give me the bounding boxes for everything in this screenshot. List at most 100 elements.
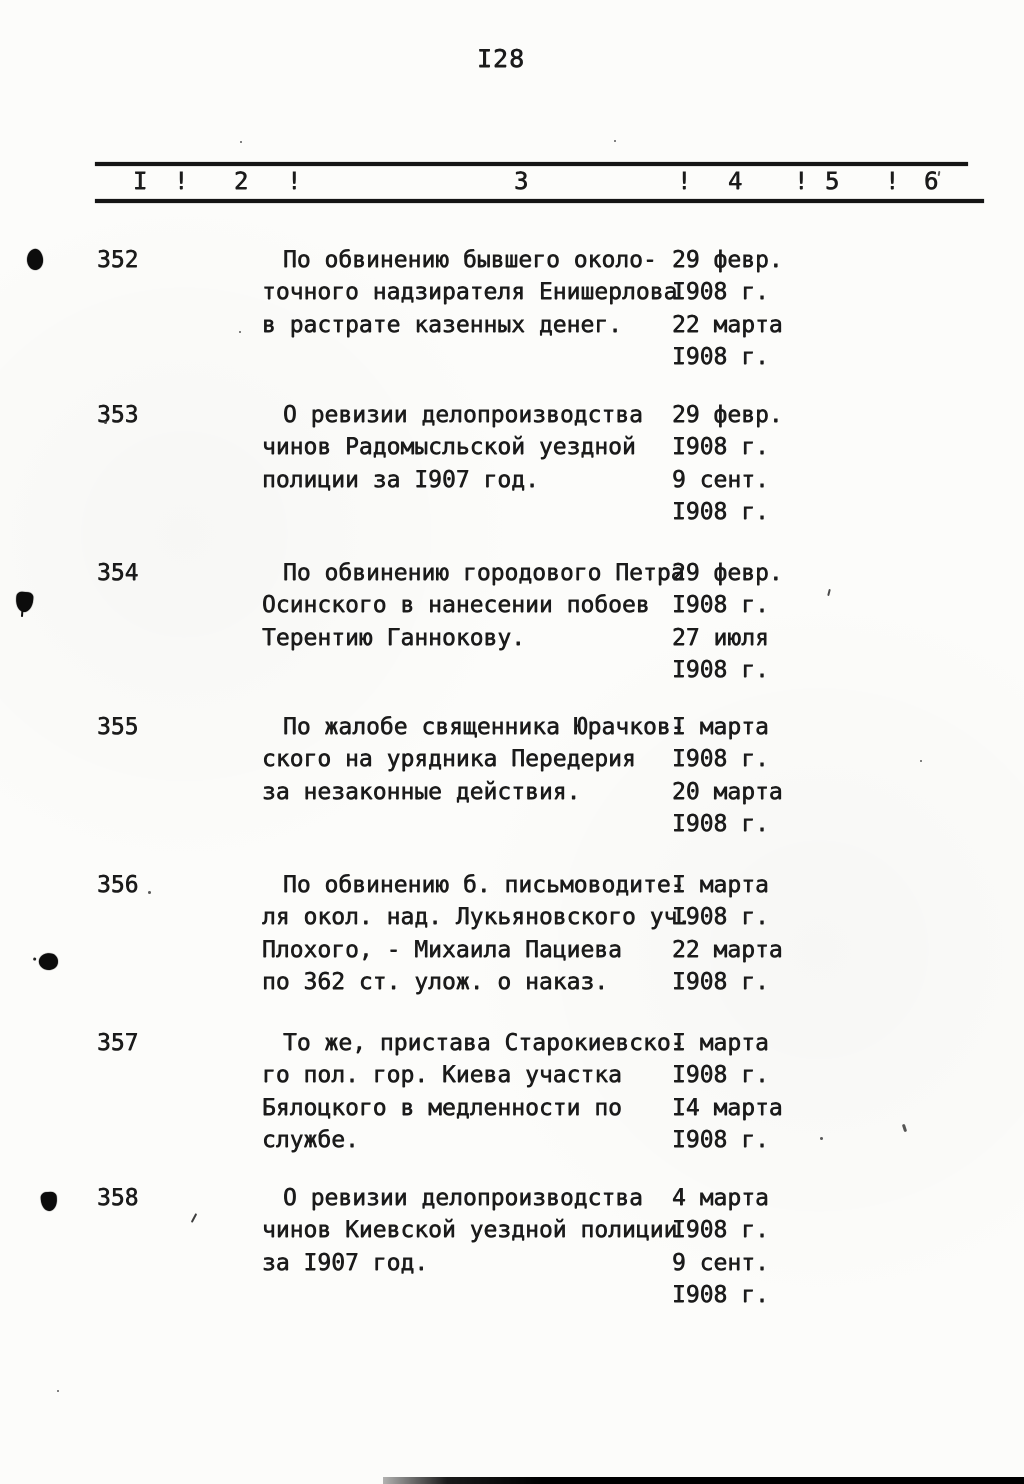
date-line: I908 г. bbox=[672, 1217, 769, 1244]
description-line: службе. bbox=[262, 1127, 359, 1154]
column-header-5: 5 bbox=[825, 167, 840, 195]
entry-number: 358 bbox=[97, 1185, 139, 1211]
description-line: Осинского в нанесении побоев bbox=[262, 592, 650, 619]
ink-blot bbox=[25, 247, 45, 272]
entry-number: 355 bbox=[97, 714, 139, 740]
scan-speck bbox=[190, 1213, 198, 1223]
description-line: То же, пристава Старокиевско- bbox=[283, 1030, 685, 1056]
column-header-2: 2 bbox=[234, 167, 249, 195]
date-line: I908 г. bbox=[672, 811, 769, 838]
description-line: По жалобе священника Юрачков- bbox=[283, 714, 685, 740]
scan-speck bbox=[820, 1137, 823, 1140]
description-line: чинов Радомысльской уездной bbox=[262, 434, 636, 461]
date-line: I908 г. bbox=[672, 1062, 769, 1089]
description-line: по 362 ст. улож. о наказ. bbox=[262, 969, 609, 996]
date-line: 9 сент. bbox=[672, 466, 769, 493]
date-line: I марта bbox=[672, 1030, 769, 1056]
column-separator: ! bbox=[677, 167, 692, 195]
entry-description: По обвинению б. письмоводите-ля окол. на… bbox=[262, 869, 691, 999]
scan-speck bbox=[104, 421, 107, 424]
column-separator: ! bbox=[794, 167, 809, 195]
date-line: I марта bbox=[672, 714, 769, 740]
scan-speck bbox=[614, 140, 616, 142]
entry-dates: 29 февр. I908 г. 22 марта I908 г. bbox=[672, 244, 783, 374]
date-line: 29 февр. bbox=[672, 247, 783, 273]
scan-speck bbox=[148, 891, 151, 894]
date-line: 9 сент. bbox=[672, 1249, 769, 1276]
entry-dates: 29 февр. I908 г. 27 июля I908 г. bbox=[672, 557, 783, 687]
date-line: 22 марта bbox=[672, 936, 783, 963]
entry-dates: 29 февр. I908 г. 9 сент. I908 г. bbox=[672, 399, 783, 529]
scan-speck bbox=[827, 588, 831, 597]
description-line: Бялоцкого в медленности по bbox=[262, 1094, 623, 1121]
date-line: 4 марта bbox=[672, 1185, 769, 1211]
entry-dates: I марта I908 г. 22 марта I908 г. bbox=[672, 869, 783, 999]
column-header-4: 4 bbox=[728, 167, 743, 195]
ink-blot bbox=[40, 1191, 58, 1212]
date-line: 29 февр. bbox=[672, 560, 783, 586]
description-line: Терентию Ганнокову. bbox=[262, 624, 526, 651]
column-header-I: I bbox=[133, 167, 148, 195]
date-line: I908 г. bbox=[672, 969, 769, 996]
date-line: I908 г. bbox=[672, 746, 769, 773]
column-header-6: 6 bbox=[924, 167, 939, 195]
description-line: Плохого, - Михаила Пациева bbox=[262, 936, 623, 963]
scan-speck bbox=[937, 170, 941, 177]
description-line: за I907 год. bbox=[262, 1249, 429, 1276]
ink-blot bbox=[37, 950, 60, 973]
description-line: го пол. гор. Киева участка bbox=[262, 1062, 623, 1089]
entry-description: По жалобе священника Юрачков-ского на ур… bbox=[262, 711, 685, 808]
description-line: По обвинению бывшего около- bbox=[283, 247, 657, 273]
entry-dates: 4 марта I908 г. 9 сент. I908 г. bbox=[672, 1182, 769, 1312]
description-line: По обвинению б. письмоводите- bbox=[283, 872, 685, 898]
date-line: 29 февр. bbox=[672, 402, 783, 428]
date-line: I908 г. bbox=[672, 499, 769, 526]
date-line: I4 марта bbox=[672, 1094, 783, 1121]
date-line: I908 г. bbox=[672, 1282, 769, 1309]
description-line: По обвинению городового Петра bbox=[283, 560, 685, 586]
description-line: полиции за I907 год. bbox=[262, 466, 539, 493]
entry-number: 353 bbox=[97, 402, 139, 428]
description-line: чинов Киевской уездной полиции bbox=[262, 1217, 678, 1244]
description-line: точного надзирателя Енишерлова bbox=[262, 279, 678, 306]
date-line: I908 г. bbox=[672, 1127, 769, 1154]
description-line: ля окол. над. Лукьяновского уч. bbox=[262, 904, 692, 931]
description-line: ского на урядника Передерия bbox=[262, 746, 636, 773]
date-line: 20 марта bbox=[672, 778, 783, 805]
date-line: I908 г. bbox=[672, 657, 769, 684]
entry-description: По обвинению бывшего около-точного надзи… bbox=[262, 244, 677, 341]
entry-dates: I марта I908 г. I4 марта I908 г. bbox=[672, 1027, 783, 1157]
column-separator: ! bbox=[885, 167, 900, 195]
column-header-3: 3 bbox=[514, 167, 529, 195]
description-line: О ревизии делопроизводства bbox=[283, 1185, 644, 1211]
column-separator: ! bbox=[287, 167, 302, 195]
scan-speck bbox=[901, 1123, 908, 1133]
description-line: за незаконные действия. bbox=[262, 778, 581, 805]
entry-description: О ревизии делопроизводства чинов Радомысл… bbox=[262, 399, 643, 496]
entry-number: 354 bbox=[97, 560, 139, 586]
ink-blot bbox=[15, 591, 34, 613]
date-line: I908 г. bbox=[672, 904, 769, 931]
description-line: О ревизии делопроизводства bbox=[283, 402, 644, 428]
entry-number: 356 bbox=[97, 872, 139, 898]
scan-edge-artifact bbox=[383, 1477, 1024, 1484]
entry-number: 357 bbox=[97, 1030, 139, 1056]
entry-description: То же, пристава Старокиевско-го пол. гор… bbox=[262, 1027, 685, 1157]
date-line: I марта bbox=[672, 872, 769, 898]
scan-speck bbox=[239, 331, 241, 333]
entry-description: О ревизии делопроизводства чинов Киевской… bbox=[262, 1182, 677, 1279]
scan-speck bbox=[240, 141, 242, 143]
column-separator: ! bbox=[174, 167, 189, 195]
table-header-bottom-rule bbox=[95, 199, 984, 203]
date-line: I908 г. bbox=[672, 592, 769, 619]
scan-speck bbox=[57, 1390, 59, 1392]
date-line: 22 марта bbox=[672, 311, 783, 338]
page-number: I28 bbox=[477, 44, 526, 73]
entry-dates: I марта I908 г. 20 марта I908 г. bbox=[672, 711, 783, 841]
date-line: I908 г. bbox=[672, 434, 769, 461]
date-line: 27 июля bbox=[672, 624, 769, 651]
entry-number: 352 bbox=[97, 247, 139, 273]
scan-speck bbox=[920, 760, 922, 762]
description-line: в растрате казенных денег. bbox=[262, 311, 623, 338]
table-top-rule bbox=[95, 162, 968, 166]
